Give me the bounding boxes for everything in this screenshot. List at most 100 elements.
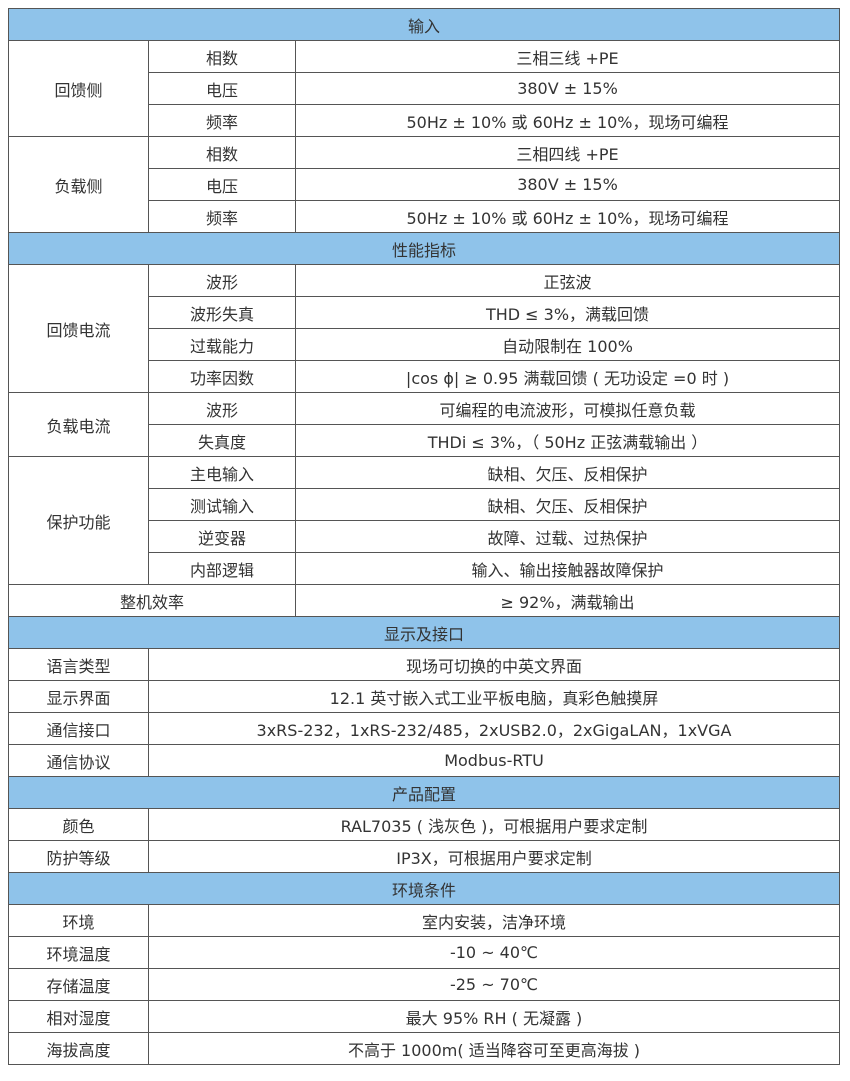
table-row: 通信接口 3xRS-232，1xRS-232/485，2xUSB2.0，2xGig… [8,712,840,745]
item-label: 存储温度 [8,968,149,1001]
table-row: 海拔高度 不高于 1000m( 适当降容可至更高海拔 ) [8,1032,840,1065]
table-row: 电压 380V ± 15% [9,168,840,201]
section-header: 显示及接口 [8,616,840,649]
item-label: 防护等级 [8,840,149,873]
item-value: 输入、输出接触器故障保护 [295,552,840,585]
table-row: 频率 50Hz ± 10% 或 60Hz ± 10%，现场可编程 [9,104,840,137]
table-row: 失真度 THDi ≤ 3%，（ 50Hz 正弦满载输出 ） [9,424,840,457]
item-value: -25 ~ 70℃ [148,968,840,1001]
item-label: 内部逻辑 [148,552,296,585]
table-row: 电压 380V ± 15% [9,72,840,105]
table-row: 保护功能 主电输入 缺相、欠压、反相保护 [8,456,840,585]
table-row: 通信协议 Modbus-RTU [8,744,840,777]
item-label: 通信接口 [8,712,149,745]
table-row: 负载侧 相数 三相四线 +PE [8,136,840,233]
item-label: 相数 [148,40,296,73]
table-row: 频率 50Hz ± 10% 或 60Hz ± 10%，现场可编程 [9,200,840,233]
group-label: 保护功能 [8,456,149,585]
table-row: 输入 [8,8,840,41]
table-row: 整机效率 ≥ 92%，满载输出 [8,584,840,617]
section-header: 产品配置 [8,776,840,809]
item-value: THD ≤ 3%，满载回馈 [295,296,840,329]
item-value: 380V ± 15% [295,72,840,105]
group-label: 负载电流 [8,392,149,457]
item-label: 相数 [148,136,296,169]
item-value: 三相四线 +PE [295,136,840,169]
table-row: 功率因数 |cos ϕ| ≥ 0.95 满载回馈 ( 无功设定 =0 时 ) [9,360,840,393]
item-label: 测试输入 [148,488,296,521]
item-label: 相对湿度 [8,1000,149,1033]
item-value: Modbus-RTU [148,744,840,777]
item-value: 可编程的电流波形，可模拟任意负载 [295,392,840,425]
item-value: |cos ϕ| ≥ 0.95 满载回馈 ( 无功设定 =0 时 ) [295,360,840,393]
table-row: 过载能力 自动限制在 100% [9,328,840,361]
table-row: 回馈电流 波形 正弦波 [8,264,840,393]
table-row: 逆变器 故障、过载、过热保护 [9,520,840,553]
item-label: 频率 [148,104,296,137]
item-label: 失真度 [148,424,296,457]
group-label: 回馈电流 [8,264,149,393]
item-label: 电压 [148,72,296,105]
item-value: IP3X，可根据用户要求定制 [148,840,840,873]
item-label: 电压 [148,168,296,201]
table-row: 显示及接口 [8,616,840,649]
item-label: 环境温度 [8,936,149,969]
item-label: 整机效率 [8,584,296,617]
table-row: 语言类型 现场可切换的中英文界面 [8,648,840,681]
item-value: -10 ~ 40℃ [148,936,840,969]
item-value: 50Hz ± 10% 或 60Hz ± 10%，现场可编程 [295,104,840,137]
group-label: 负载侧 [8,136,149,233]
item-value: 50Hz ± 10% 或 60Hz ± 10%，现场可编程 [295,200,840,233]
section-header: 环境条件 [8,872,840,905]
table-row: 环境温度 -10 ~ 40℃ [8,936,840,969]
item-label: 显示界面 [8,680,149,713]
item-label: 波形 [148,264,296,297]
table-row: 颜色 RAL7035 ( 浅灰色 )，可根据用户要求定制 [8,808,840,841]
item-value: 最大 95% RH ( 无凝露 ) [148,1000,840,1033]
group-label: 回馈侧 [8,40,149,137]
table-row: 性能指标 [8,232,840,265]
item-value: 故障、过载、过热保护 [295,520,840,553]
table-row: 相对湿度 最大 95% RH ( 无凝露 ) [8,1000,840,1033]
section-header: 性能指标 [8,232,840,265]
item-label: 波形失真 [148,296,296,329]
item-value: 380V ± 15% [295,168,840,201]
table-body: 输入 回馈侧 相数 三相三线 +PE 电压 380V ± 15% 频率 50Hz ± 10% … [8,8,840,1065]
table-row: 波形失真 THD ≤ 3%，满载回馈 [9,296,840,329]
item-value: ≥ 92%，满载输出 [295,584,840,617]
table-row: 环境条件 [8,872,840,905]
item-value: 缺相、欠压、反相保护 [295,488,840,521]
item-value: THDi ≤ 3%，（ 50Hz 正弦满载输出 ） [295,424,840,457]
spec-table: 输入 回馈侧 相数 三相三线 +PE 电压 380V ± 15% 频率 50Hz ± 10% … [8,8,840,1065]
item-value: 正弦波 [295,264,840,297]
item-label: 逆变器 [148,520,296,553]
section-header: 输入 [8,8,840,41]
item-value: 不高于 1000m( 适当降容可至更高海拔 ) [148,1032,840,1065]
item-label: 环境 [8,904,149,937]
item-value: 12.1 英寸嵌入式工业平板电脑，真彩色触摸屏 [148,680,840,713]
table-row: 产品配置 [8,776,840,809]
item-label: 颜色 [8,808,149,841]
item-label: 过载能力 [148,328,296,361]
table-row: 存储温度 -25 ~ 70℃ [8,968,840,1001]
item-label: 海拔高度 [8,1032,149,1065]
table-row: 负载电流 波形 可编程的电流波形，可模拟任意负载 [8,392,840,457]
item-label: 频率 [148,200,296,233]
item-label: 波形 [148,392,296,425]
item-value: 三相三线 +PE [295,40,840,73]
item-value: 现场可切换的中英文界面 [148,648,840,681]
item-value: 自动限制在 100% [295,328,840,361]
table-row: 防护等级 IP3X，可根据用户要求定制 [8,840,840,873]
item-value: RAL7035 ( 浅灰色 )，可根据用户要求定制 [148,808,840,841]
table-row: 环境 室内安装，洁净环境 [8,904,840,937]
item-value: 缺相、欠压、反相保护 [295,456,840,489]
table-row: 回馈侧 相数 三相三线 +PE [8,40,840,137]
item-label: 主电输入 [148,456,296,489]
item-value: 室内安装，洁净环境 [148,904,840,937]
item-value: 3xRS-232，1xRS-232/485，2xUSB2.0，2xGigaLAN… [148,712,840,745]
item-label: 通信协议 [8,744,149,777]
item-label: 功率因数 [148,360,296,393]
item-label: 语言类型 [8,648,149,681]
table-row: 显示界面 12.1 英寸嵌入式工业平板电脑，真彩色触摸屏 [8,680,840,713]
